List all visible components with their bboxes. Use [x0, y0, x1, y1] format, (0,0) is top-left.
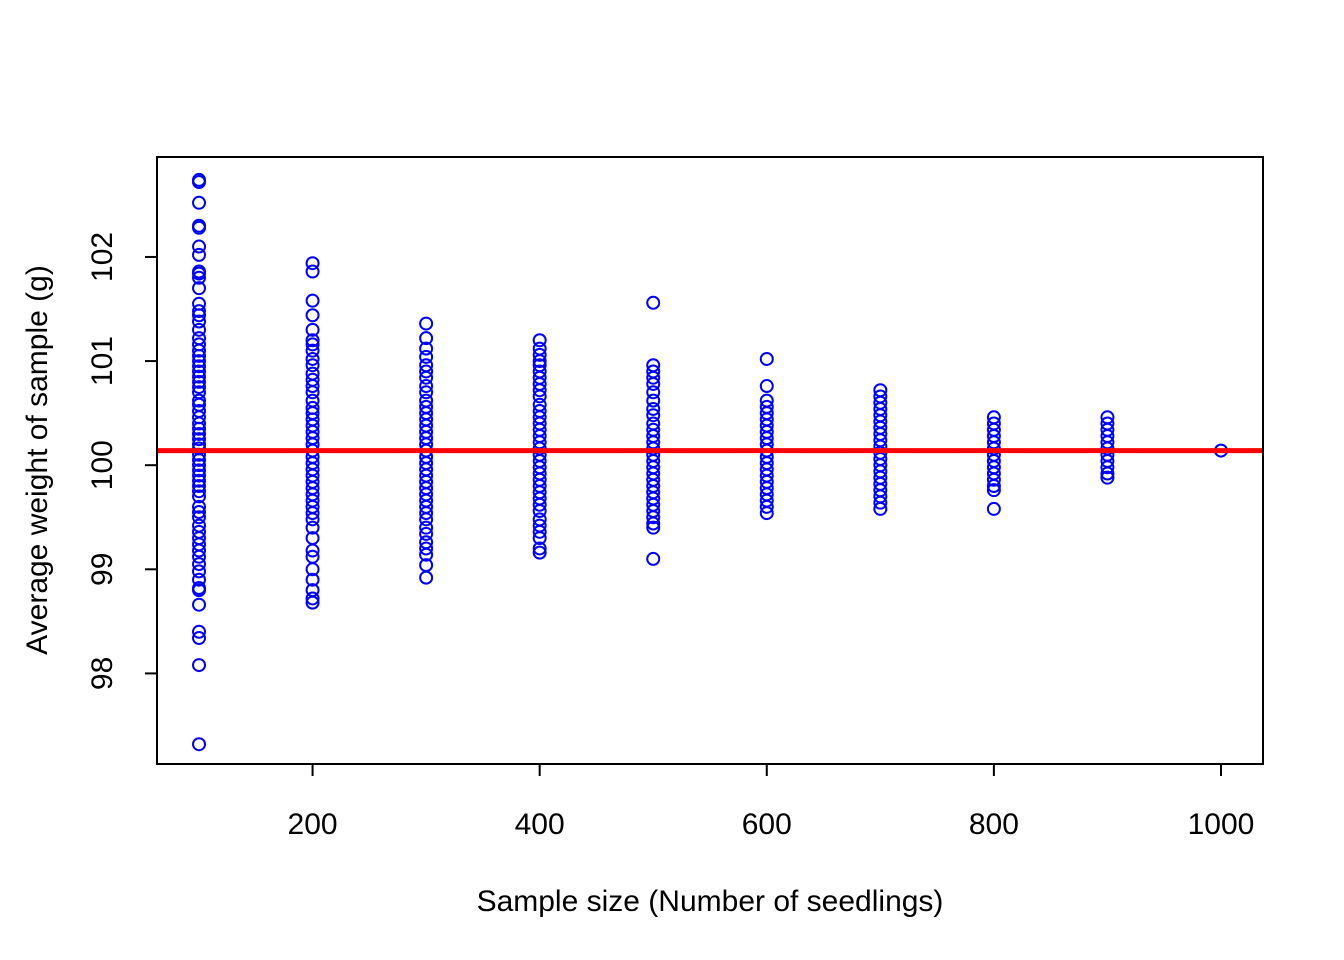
data-point [420, 572, 432, 584]
y-tick-label: 100 [86, 440, 119, 490]
data-point [193, 197, 205, 209]
data-point [307, 309, 319, 321]
y-tick-label: 101 [86, 336, 119, 386]
y-tick-label: 102 [86, 232, 119, 282]
x-axis: 200 400 600 800 1000 [288, 764, 1255, 841]
data-point [193, 249, 205, 261]
y-axis-title: Average weight of sample (g) [21, 265, 54, 655]
data-point [307, 266, 319, 278]
data-point [193, 659, 205, 671]
data-point [988, 503, 1000, 515]
y-tick-label: 99 [86, 553, 119, 586]
x-axis-title: Sample size (Number of seedlings) [477, 885, 944, 918]
y-axis: 98 99 100 101 102 [86, 232, 157, 690]
x-tick-label: 400 [515, 808, 565, 841]
x-tick-label: 800 [969, 808, 1019, 841]
x-tick-label: 1000 [1188, 808, 1255, 841]
data-point [193, 599, 205, 611]
points-layer [193, 174, 1227, 750]
data-point [307, 295, 319, 307]
data-point [647, 553, 659, 565]
data-point [761, 380, 773, 392]
data-point [647, 297, 659, 309]
data-point [193, 738, 205, 750]
data-point [420, 318, 432, 330]
y-tick-label: 98 [86, 657, 119, 690]
x-tick-label: 200 [288, 808, 338, 841]
plot-frame [157, 157, 1263, 764]
x-tick-label: 600 [742, 808, 792, 841]
data-point [761, 353, 773, 365]
